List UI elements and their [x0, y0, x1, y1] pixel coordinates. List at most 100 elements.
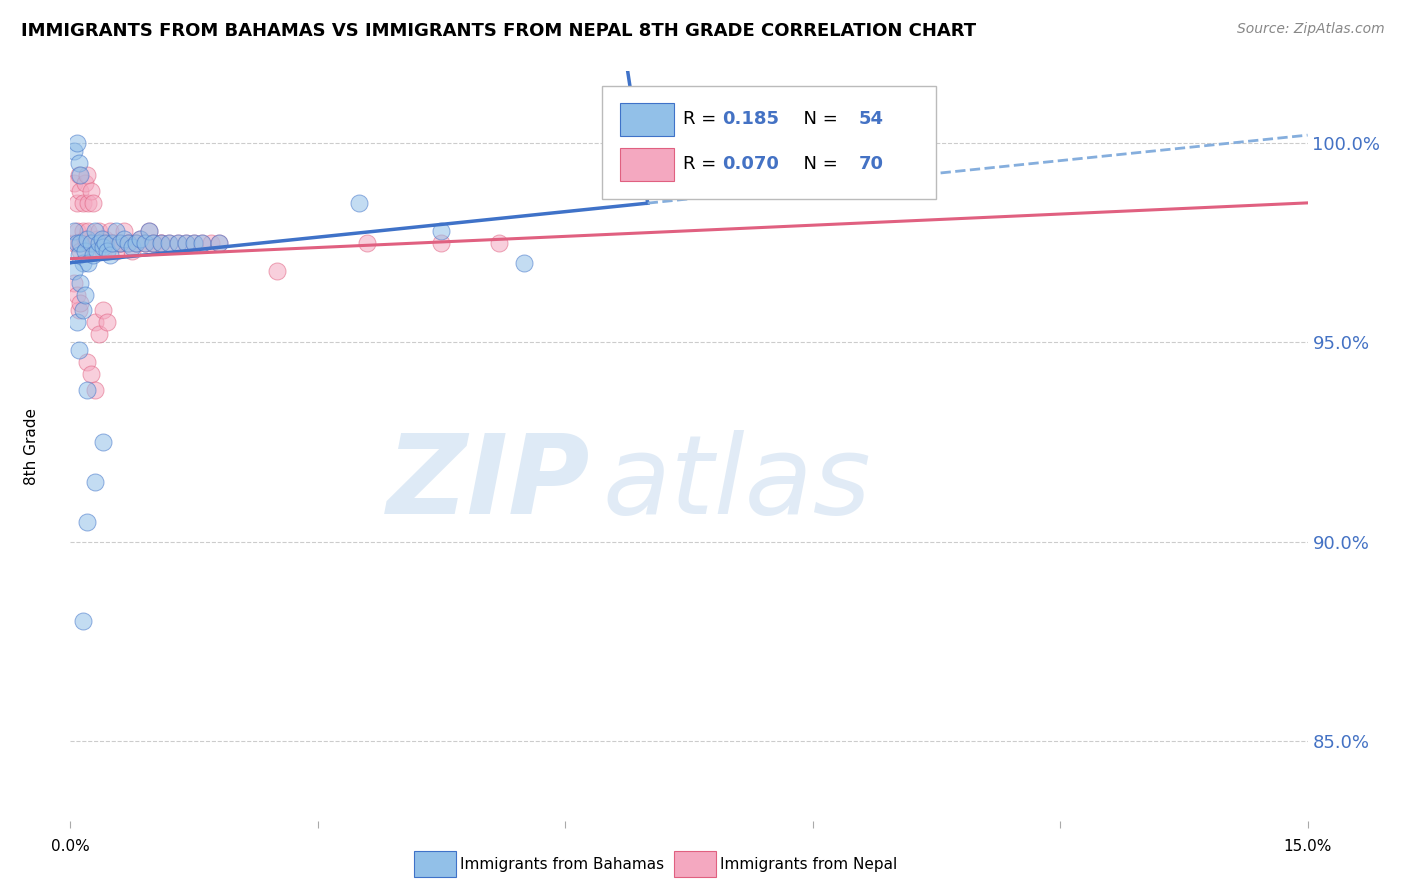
Point [100, 235, 122, 250]
Point [104, 224, 127, 238]
Point [108, 235, 131, 250]
Text: atlas: atlas [602, 430, 870, 537]
FancyBboxPatch shape [602, 87, 936, 199]
Point [90, 235, 112, 250]
Point [104, 244, 127, 258]
Point [86, 232, 108, 246]
Point [66, 235, 89, 250]
Point [89, 327, 111, 342]
Point [90, 232, 112, 246]
Point [91, 435, 114, 450]
Point [117, 235, 139, 250]
Text: N =: N = [792, 155, 844, 173]
Point [66, 136, 89, 150]
Text: 0.185: 0.185 [723, 111, 779, 128]
Point [89, 224, 111, 238]
Point [67, 235, 90, 250]
Point [166, 235, 188, 250]
Point [72, 303, 94, 318]
Point [125, 235, 148, 250]
Point [117, 235, 139, 250]
Point [138, 224, 160, 238]
Point [63, 263, 86, 277]
Point [75, 287, 97, 301]
Point [150, 235, 173, 250]
FancyBboxPatch shape [673, 851, 716, 877]
Point [174, 235, 197, 250]
Text: 15.0%: 15.0% [1284, 839, 1331, 855]
Point [77, 255, 100, 269]
Point [134, 235, 156, 250]
Point [77, 195, 100, 210]
Point [430, 224, 453, 238]
Text: ZIP: ZIP [387, 430, 591, 537]
Point [72, 255, 94, 269]
Point [69, 276, 91, 290]
Point [157, 235, 180, 250]
Point [142, 235, 165, 250]
Point [63, 276, 86, 290]
Point [76, 168, 98, 182]
Text: R =: R = [683, 155, 721, 173]
Point [98, 224, 121, 238]
Point [108, 235, 131, 250]
Point [67, 303, 90, 318]
FancyBboxPatch shape [620, 148, 673, 181]
Text: Source: ZipAtlas.com: Source: ZipAtlas.com [1237, 22, 1385, 37]
Point [513, 255, 536, 269]
Point [66, 224, 89, 238]
Point [129, 232, 152, 246]
Point [166, 235, 188, 250]
Text: N =: N = [792, 111, 844, 128]
Point [191, 235, 214, 250]
Point [98, 248, 121, 262]
Point [82, 244, 104, 258]
Point [63, 224, 86, 238]
Point [183, 235, 205, 250]
Point [84, 383, 107, 397]
Point [129, 232, 152, 246]
Point [66, 315, 89, 329]
Text: 70: 70 [859, 155, 883, 173]
Point [63, 144, 86, 158]
Point [121, 244, 143, 258]
Y-axis label: 8th Grade: 8th Grade [24, 408, 39, 484]
Point [157, 235, 180, 250]
Point [266, 263, 288, 277]
Point [208, 235, 231, 250]
Point [91, 240, 114, 254]
Point [100, 235, 122, 250]
Point [100, 235, 122, 250]
Point [84, 224, 107, 238]
Point [108, 235, 131, 250]
Point [75, 232, 97, 246]
Point [75, 176, 97, 190]
Point [142, 235, 165, 250]
Point [69, 235, 91, 250]
Point [86, 244, 108, 258]
Point [183, 235, 205, 250]
Point [69, 295, 91, 310]
Point [76, 232, 98, 246]
Point [66, 195, 89, 210]
Point [488, 235, 510, 250]
Point [142, 235, 165, 250]
Text: 0.0%: 0.0% [51, 839, 90, 855]
Point [200, 235, 222, 250]
Point [84, 475, 107, 489]
Point [67, 248, 90, 262]
Point [430, 235, 453, 250]
FancyBboxPatch shape [620, 103, 673, 136]
Point [76, 235, 98, 250]
Point [91, 244, 114, 258]
Point [67, 156, 90, 170]
Text: 54: 54 [859, 111, 883, 128]
Point [82, 195, 104, 210]
Point [94, 232, 117, 246]
Point [347, 195, 370, 210]
Point [134, 235, 156, 250]
Point [138, 224, 160, 238]
Point [91, 303, 114, 318]
Point [77, 224, 100, 238]
Point [76, 383, 98, 397]
